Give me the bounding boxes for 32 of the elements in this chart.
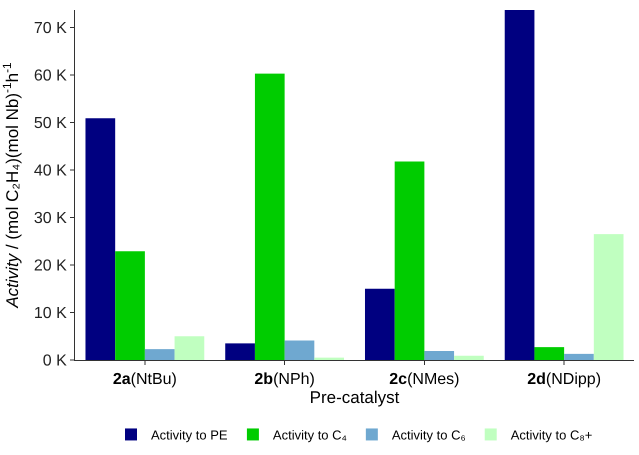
bar [174,336,204,360]
legend-label: Activity to C₆ [392,428,466,443]
x-tick-label: 2a(NtBu) [112,371,177,388]
y-tick-label: 70 K [34,20,68,38]
y-tick-label: 20 K [34,258,68,275]
bar [115,251,145,360]
bar [564,354,594,360]
y-tick-label: 10 K [34,305,68,322]
bar [364,288,395,360]
y-tick-label: 0 K [42,352,68,370]
bar [454,356,484,360]
legend-label: Activity to PE [151,428,228,443]
bar [254,74,285,360]
y-tick-label: 50 K [34,115,68,132]
x-tick-label: 2c(NMes) [389,371,460,388]
bar [394,161,424,360]
bar [144,349,175,360]
bar [85,118,116,360]
bar [504,10,534,360]
y-tick-label: 30 K [34,210,68,228]
legend-label: Activity to C₈+ [510,428,592,443]
x-tick-label: 2b(NPh) [254,371,315,388]
bar [594,234,624,360]
bar [225,343,255,360]
y-tick-label: 60 K [34,68,68,85]
x-tick-label: 2d(NDipp) [527,371,602,388]
bar [424,350,454,360]
bar [534,347,564,360]
y-tick-label: 40 K [34,162,68,180]
legend-label: Activity to C₄ [272,428,347,443]
x-axis-title: Pre-catalyst [310,388,400,408]
bar [284,340,314,360]
